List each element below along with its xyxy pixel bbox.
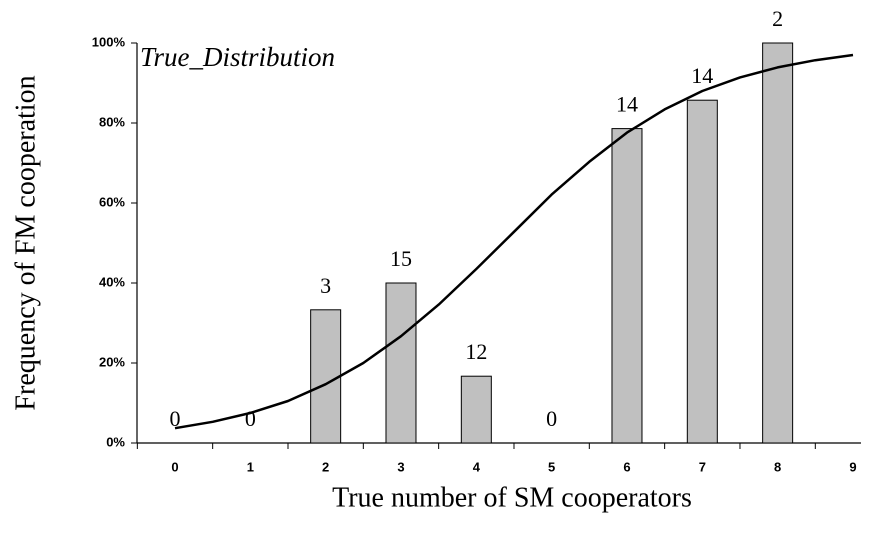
y-tick-label: 40% [99, 274, 125, 289]
x-tick-label: 9 [849, 459, 856, 474]
y-tick-label: 80% [99, 114, 125, 129]
x-tick-label: 0 [171, 459, 178, 474]
annotation: True_Distribution [140, 42, 335, 72]
count-label: 12 [465, 339, 487, 364]
x-tick-label: 1 [247, 459, 254, 474]
count-label: 14 [616, 92, 638, 117]
count-label: 15 [390, 246, 412, 271]
x-tick-label: 2 [322, 459, 329, 474]
count-label: 2 [772, 6, 783, 31]
x-axis-label: True number of SM cooperators [332, 482, 692, 513]
y-tick-label: 0% [106, 434, 125, 449]
count-label: 0 [546, 406, 557, 431]
count-label: 0 [170, 406, 181, 431]
x-tick-label: 5 [548, 459, 555, 474]
x-tick-label: 6 [623, 459, 630, 474]
bar [460, 375, 492, 444]
bar [385, 282, 417, 444]
bar [762, 42, 794, 444]
x-tick-label: 8 [774, 459, 781, 474]
y-tick-label: 100% [92, 34, 126, 49]
y-axis-label: Frequency of FM cooperation [10, 75, 41, 410]
fit-line [174, 53, 854, 430]
bar [310, 309, 342, 444]
bar [686, 99, 718, 444]
y-tick-label: 60% [99, 194, 125, 209]
count-label: 3 [320, 273, 331, 298]
x-tick-label: 4 [473, 459, 481, 474]
count-label: 14 [691, 63, 713, 88]
x-tick-label: 7 [699, 459, 706, 474]
count-label: 0 [245, 406, 256, 431]
y-tick-label: 20% [99, 354, 125, 369]
x-tick-label: 3 [397, 459, 404, 474]
bar [611, 128, 643, 444]
